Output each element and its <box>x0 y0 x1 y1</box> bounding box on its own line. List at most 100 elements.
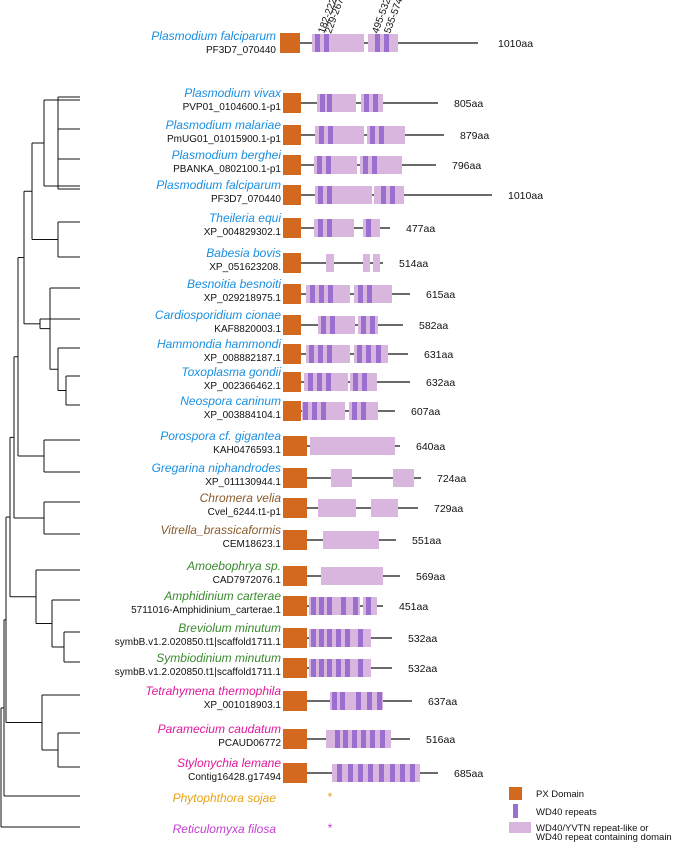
px-domain <box>283 344 301 364</box>
accession: XP_003884104.1 <box>204 410 282 421</box>
px-domain <box>283 468 307 488</box>
legend-wd40-like-label-line2: WD40 repeat containing domain <box>536 832 672 843</box>
wd40-like-domain <box>363 254 370 272</box>
accession: XP_011130944.1 <box>205 477 281 488</box>
wd40-like-domain <box>373 254 380 272</box>
accession: CAD7972076.1 <box>213 575 282 586</box>
protein-row: Stylonychia lemane Contig16428.g17494 685a… <box>177 756 483 783</box>
species-name: Plasmodium falciparum <box>156 178 281 192</box>
px-domain <box>283 530 307 550</box>
protein-row: Paramecium caudatum PCAUD06772 516aa <box>158 722 455 749</box>
wd40-like-domain <box>321 567 383 585</box>
wd40-repeat <box>319 285 324 303</box>
wd40-like-domain <box>317 94 356 112</box>
wd40-repeat <box>358 629 363 647</box>
wd40-repeat <box>358 659 363 677</box>
wd40-like-domain <box>393 469 414 487</box>
wd40-repeat <box>312 402 317 420</box>
wd40-repeat <box>327 219 332 237</box>
wd40-like-domain <box>323 531 379 549</box>
protein-row: Breviolum minutum symbB.v1.2.020850.t1|sc… <box>115 621 437 648</box>
wd40-repeat <box>319 126 324 144</box>
wd40-like-domain <box>354 285 392 303</box>
px-domain <box>283 372 301 392</box>
px-domain <box>283 763 307 783</box>
species-name: Tetrahymena thermophila <box>145 684 281 698</box>
wd40-repeat <box>327 597 332 615</box>
px-domain <box>283 498 307 518</box>
px-domain <box>283 436 307 456</box>
protein-row: Plasmodium berghei PBANKA_0802100.1-p1 796… <box>172 148 481 175</box>
px-domain <box>283 218 301 238</box>
species-name: Amoebophrya sp. <box>186 559 281 573</box>
wd40-repeat <box>317 156 322 174</box>
protein-length: 569aa <box>416 571 445 583</box>
protein-row: Symbiodinium minutum symbB.v1.2.020850.t1… <box>115 651 437 678</box>
accession: PmUG01_01015900.1-p1 <box>167 134 281 145</box>
protein-row: Amphidinium carterae 5711016-Amphidinium_… <box>131 589 428 616</box>
wd40-repeat <box>364 94 369 112</box>
wd40-repeat <box>353 373 358 391</box>
reference-species-name: Plasmodium falciparum <box>151 29 276 43</box>
reference-wd40-repeat <box>375 34 380 52</box>
wd40-repeat <box>370 316 375 334</box>
protein-row: Porospora cf. gigantea KAH0476593.1 640aa <box>160 429 445 456</box>
reference-wd40-repeat <box>384 34 389 52</box>
wd40-like-domain <box>315 186 372 204</box>
wd40-repeat <box>311 659 316 677</box>
protein-length: 631aa <box>424 349 453 361</box>
protein-row: Toxoplasma gondii XP_002366462.1 632aa <box>181 365 455 392</box>
protein-length: 532aa <box>408 663 437 675</box>
wd40-repeat <box>311 597 316 615</box>
wd40-repeat <box>308 373 313 391</box>
legend-wd40-swatch <box>513 804 518 818</box>
wd40-repeat <box>400 764 405 782</box>
legend-wd40-like-swatch <box>509 822 531 833</box>
wd40-repeat <box>318 345 323 363</box>
wd40-repeat <box>380 730 385 748</box>
accession: KAF8820003.1 <box>214 324 281 335</box>
protein-length: 514aa <box>399 258 428 270</box>
wd40-like-domain <box>310 437 395 455</box>
px-domain <box>283 253 301 273</box>
wd40-like-domain <box>360 156 402 174</box>
wd40-repeat <box>352 730 357 748</box>
wd40-like-domain <box>367 126 405 144</box>
protein-row: Hammondia hammondi XP_008882187.1 631aa <box>157 337 453 364</box>
px-domain <box>283 691 307 711</box>
wd40-like-domain <box>371 499 398 517</box>
protein-length: 724aa <box>437 473 466 485</box>
reference-length: 1010aa <box>498 38 533 50</box>
wd40-repeat <box>372 156 377 174</box>
wd40-repeat <box>327 629 332 647</box>
species-name: Phytophthora sojae <box>173 791 277 805</box>
px-domain <box>283 566 307 586</box>
px-domain <box>283 125 301 145</box>
species-name: Toxoplasma gondii <box>181 365 281 379</box>
wd40-repeat <box>320 94 325 112</box>
px-domain <box>283 729 307 749</box>
species-name: Besnoitia besnoiti <box>187 277 281 291</box>
wd40-repeat <box>327 659 332 677</box>
wd40-repeat <box>368 764 373 782</box>
wd40-like-domain <box>374 186 404 204</box>
wd40-like-domain <box>314 156 357 174</box>
wd40-repeat <box>381 186 386 204</box>
px-domain <box>283 185 301 205</box>
absent-marker: * <box>328 821 333 835</box>
wd40-like-domain <box>332 764 420 782</box>
protein-length: 632aa <box>426 377 455 389</box>
accession: PVP01_0104600.1-p1 <box>183 102 282 113</box>
wd40-repeat <box>336 629 341 647</box>
legend-px-swatch <box>509 787 522 800</box>
wd40-repeat <box>353 597 358 615</box>
wd40-repeat <box>366 345 371 363</box>
px-domain <box>283 155 301 175</box>
wd40-repeat <box>319 629 324 647</box>
wd40-repeat <box>370 730 375 748</box>
reference-wd40-like-domain <box>368 34 398 52</box>
wd40-repeat <box>332 692 337 710</box>
protein-length: 607aa <box>411 406 440 418</box>
wd40-repeat <box>335 730 340 748</box>
